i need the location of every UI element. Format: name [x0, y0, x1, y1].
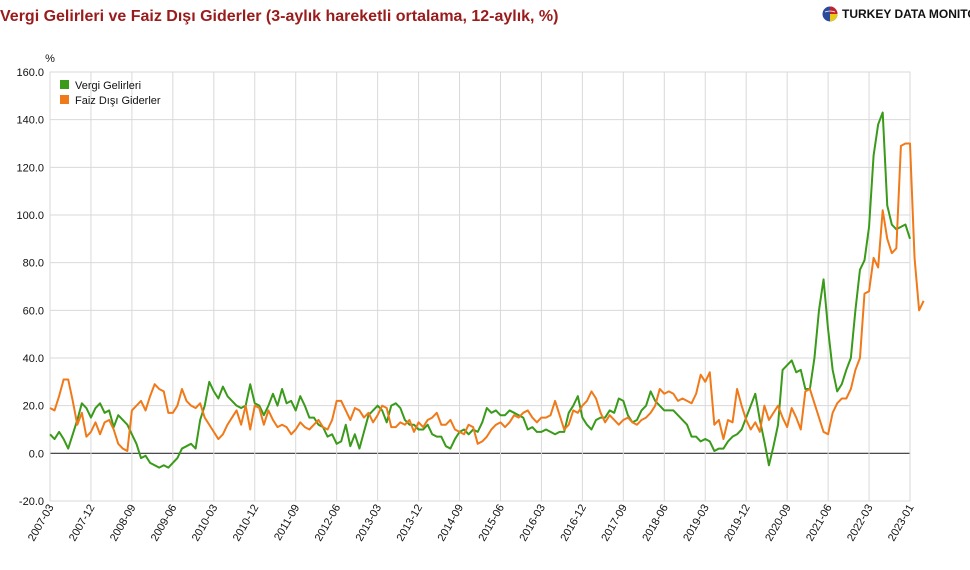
legend-item-vergi-gelirleri: Vergi Gelirleri — [75, 80, 141, 92]
series-area — [49, 111, 925, 469]
y-tick-label: 40.0 — [23, 353, 44, 365]
x-tick-label: 2016-12 — [558, 503, 589, 544]
chart-title: Vergi Gelirleri ve Faiz Dışı Giderler (3… — [0, 8, 559, 25]
legend: Vergi Gelirleri Faiz Dışı Giderler — [60, 80, 161, 107]
x-tick-label: 2013-12 — [395, 503, 426, 544]
x-tick-label: 2013-03 — [354, 503, 385, 544]
y-tick-label: 120.0 — [16, 162, 44, 174]
y-tick-label: -20.0 — [19, 496, 44, 508]
y-tick-label: 160.0 — [16, 67, 44, 79]
x-tick-label: 2010-03 — [190, 503, 221, 544]
y-tick-label: 80.0 — [23, 258, 44, 270]
x-tick-label: 2011-09 — [272, 503, 302, 543]
y-tick-label: 140.0 — [16, 115, 44, 127]
x-tick-label: 2008-09 — [108, 503, 139, 544]
x-tick-label: 2023-01 — [886, 503, 917, 544]
x-axis: 2007-03 2007-12 2008-09 2009-06 2010-03 2010-… — [26, 503, 917, 544]
x-tick-label: 2014-09 — [436, 503, 467, 544]
brand-name: TURKEY DATA MONITOR — [842, 7, 970, 21]
x-tick-label: 2010-12 — [231, 503, 262, 544]
x-tick-label: 2017-09 — [599, 503, 630, 544]
x-tick-label: 2007-03 — [26, 503, 57, 544]
x-tick-label: 2021-06 — [804, 503, 835, 544]
globe-icon — [822, 6, 838, 22]
series-line-faiz-disi-giderler — [49, 142, 925, 452]
x-tick-label: 2019-12 — [722, 503, 753, 544]
grid — [49, 71, 911, 502]
y-axis-label: % — [45, 53, 55, 65]
x-tick-label: 2016-03 — [517, 503, 548, 544]
x-tick-label: 2020-09 — [763, 503, 794, 544]
y-axis: -20.0 0.0 20.0 40.0 60.0 80.0 100.0 120.0 140.0 1… — [16, 67, 44, 508]
y-tick-label: 20.0 — [23, 401, 44, 413]
legend-swatch — [60, 80, 69, 89]
y-tick-label: 60.0 — [23, 305, 44, 317]
x-tick-label: 2012-06 — [313, 503, 344, 544]
x-tick-label: 2019-03 — [681, 503, 712, 544]
x-tick-label: 2009-06 — [149, 503, 180, 544]
x-tick-label: 2015-06 — [476, 503, 507, 544]
x-tick-label: 2018-06 — [640, 503, 671, 544]
y-tick-label: 0.0 — [29, 448, 44, 460]
legend-item-faiz-disi-giderler: Faiz Dışı Giderler — [75, 95, 161, 107]
legend-swatch — [60, 95, 69, 104]
x-tick-label: 2022-03 — [845, 503, 876, 544]
x-tick-label: 2007-12 — [67, 503, 98, 544]
brand-logo: TURKEY DATA MONITOR — [822, 6, 970, 22]
series-line-vergi-gelirleri — [49, 111, 911, 469]
plot-frame — [49, 71, 911, 502]
y-tick-label: 100.0 — [16, 210, 44, 222]
